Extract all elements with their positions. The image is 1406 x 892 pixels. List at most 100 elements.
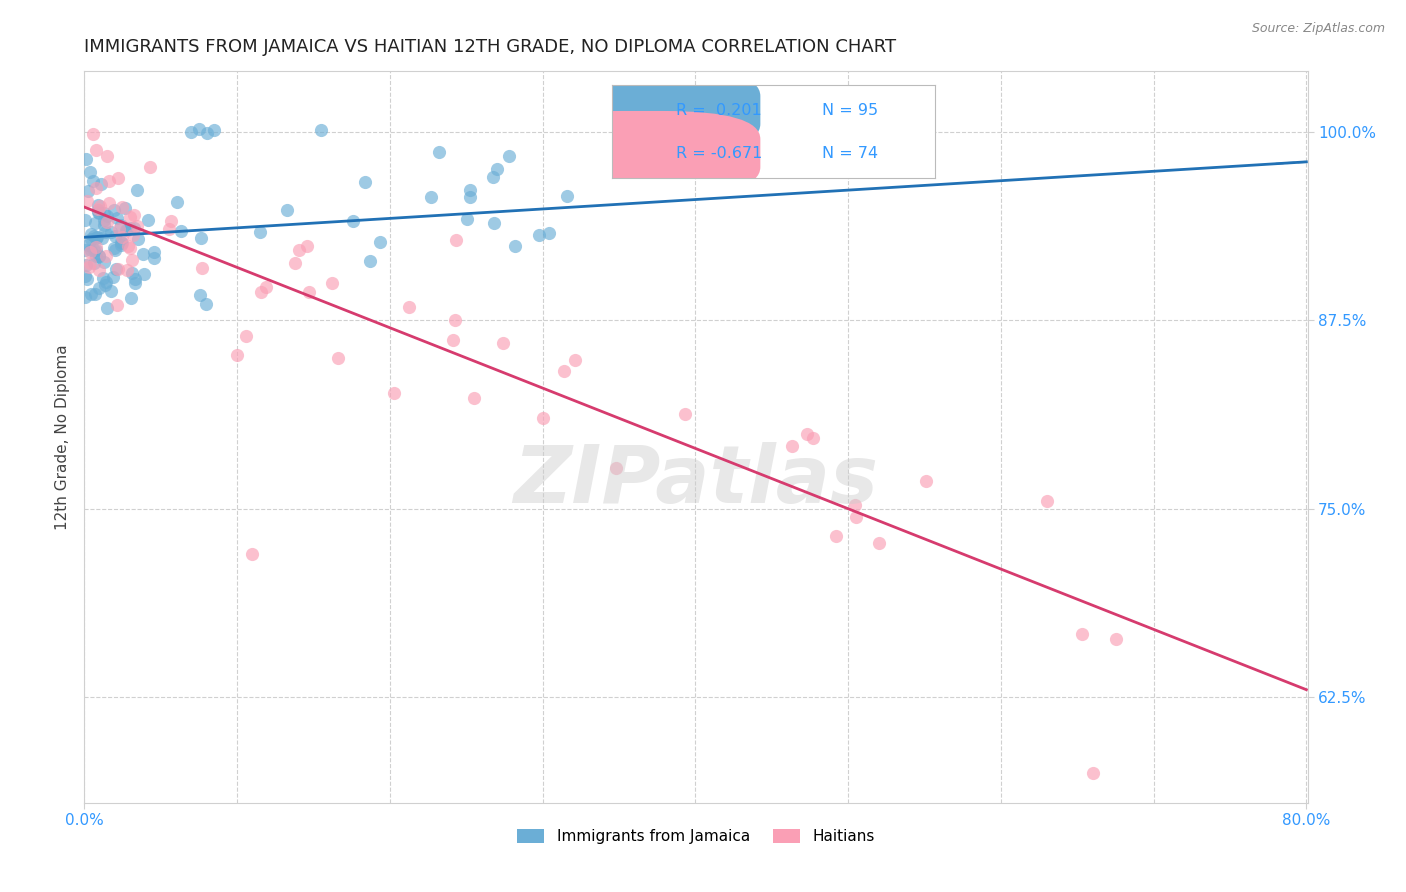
- Point: [83, 243, 105, 257]
- Point: [87, 206, 110, 220]
- Point: [845, 510, 868, 524]
- Point: [103, 241, 125, 255]
- Point: [456, 211, 478, 226]
- Point: [96, 215, 118, 229]
- Text: Source: ZipAtlas.com: Source: ZipAtlas.com: [1251, 22, 1385, 36]
- Point: [115, 222, 138, 236]
- Point: [1081, 765, 1104, 780]
- Point: [111, 200, 134, 214]
- Point: [107, 261, 129, 276]
- Point: [84, 240, 107, 254]
- Point: [342, 214, 364, 228]
- Point: [553, 364, 575, 378]
- Point: [143, 244, 166, 259]
- Point: [398, 300, 420, 314]
- Point: [110, 235, 132, 250]
- Point: [107, 221, 129, 235]
- Point: [104, 228, 127, 243]
- Point: [89, 280, 111, 294]
- Point: [90, 177, 112, 191]
- Point: [444, 233, 467, 247]
- Point: [103, 244, 125, 258]
- Point: [328, 351, 350, 366]
- Point: [249, 225, 271, 239]
- Point: [202, 123, 225, 137]
- Point: [93, 218, 115, 232]
- Point: [87, 202, 110, 217]
- Point: [143, 251, 166, 265]
- Point: [84, 249, 107, 263]
- Point: [121, 266, 143, 280]
- Legend: Immigrants from Jamaica, Haitians: Immigrants from Jamaica, Haitians: [510, 822, 882, 850]
- Point: [124, 277, 146, 291]
- Point: [96, 149, 118, 163]
- Point: [132, 267, 155, 281]
- Point: [458, 190, 481, 204]
- Point: [84, 216, 107, 230]
- Point: [93, 212, 115, 227]
- Point: [84, 231, 107, 245]
- Point: [188, 287, 211, 301]
- Point: [89, 199, 111, 213]
- Point: [420, 190, 443, 204]
- Point: [284, 256, 307, 270]
- Point: [157, 222, 180, 236]
- Point: [86, 202, 108, 217]
- Point: [492, 335, 515, 350]
- Point: [97, 173, 120, 187]
- Point: [132, 247, 155, 261]
- FancyBboxPatch shape: [524, 111, 761, 195]
- Point: [441, 333, 464, 347]
- Point: [82, 174, 104, 188]
- Point: [87, 249, 110, 263]
- Point: [84, 243, 107, 257]
- Point: [359, 253, 381, 268]
- Text: R = -0.671: R = -0.671: [676, 145, 762, 161]
- Point: [110, 238, 132, 252]
- Point: [80, 287, 103, 301]
- Point: [276, 202, 298, 217]
- Point: [136, 213, 159, 227]
- Point: [295, 239, 318, 253]
- Point: [254, 280, 277, 294]
- Point: [93, 225, 115, 239]
- Point: [503, 239, 526, 253]
- Point: [139, 161, 162, 175]
- Point: [86, 198, 108, 212]
- Point: [93, 277, 115, 292]
- Point: [120, 211, 142, 225]
- Point: [370, 235, 392, 250]
- Point: [868, 536, 890, 550]
- Point: [242, 547, 264, 561]
- Point: [96, 209, 118, 223]
- Text: IMMIGRANTS FROM JAMAICA VS HAITIAN 12TH GRADE, NO DIPLOMA CORRELATION CHART: IMMIGRANTS FROM JAMAICA VS HAITIAN 12TH …: [84, 38, 897, 56]
- FancyBboxPatch shape: [524, 68, 761, 153]
- Point: [93, 206, 115, 220]
- Point: [605, 460, 627, 475]
- Point: [427, 145, 450, 160]
- Point: [79, 244, 101, 259]
- Text: R =  0.201: R = 0.201: [676, 103, 762, 118]
- Point: [80, 227, 103, 242]
- Point: [96, 301, 118, 316]
- Point: [160, 214, 183, 228]
- Point: [195, 126, 218, 140]
- Point: [844, 498, 866, 512]
- Point: [104, 261, 127, 276]
- Point: [114, 202, 136, 216]
- Point: [83, 287, 105, 301]
- Point: [101, 269, 124, 284]
- Point: [79, 164, 101, 178]
- Text: ZIPatlas: ZIPatlas: [513, 442, 879, 520]
- Point: [458, 183, 481, 197]
- Point: [127, 219, 149, 234]
- Point: [226, 348, 249, 362]
- Point: [84, 180, 107, 194]
- Point: [84, 143, 107, 157]
- Point: [75, 243, 97, 257]
- Point: [482, 216, 505, 230]
- Point: [105, 211, 128, 226]
- Point: [444, 313, 467, 327]
- Point: [115, 263, 138, 277]
- Point: [498, 149, 520, 163]
